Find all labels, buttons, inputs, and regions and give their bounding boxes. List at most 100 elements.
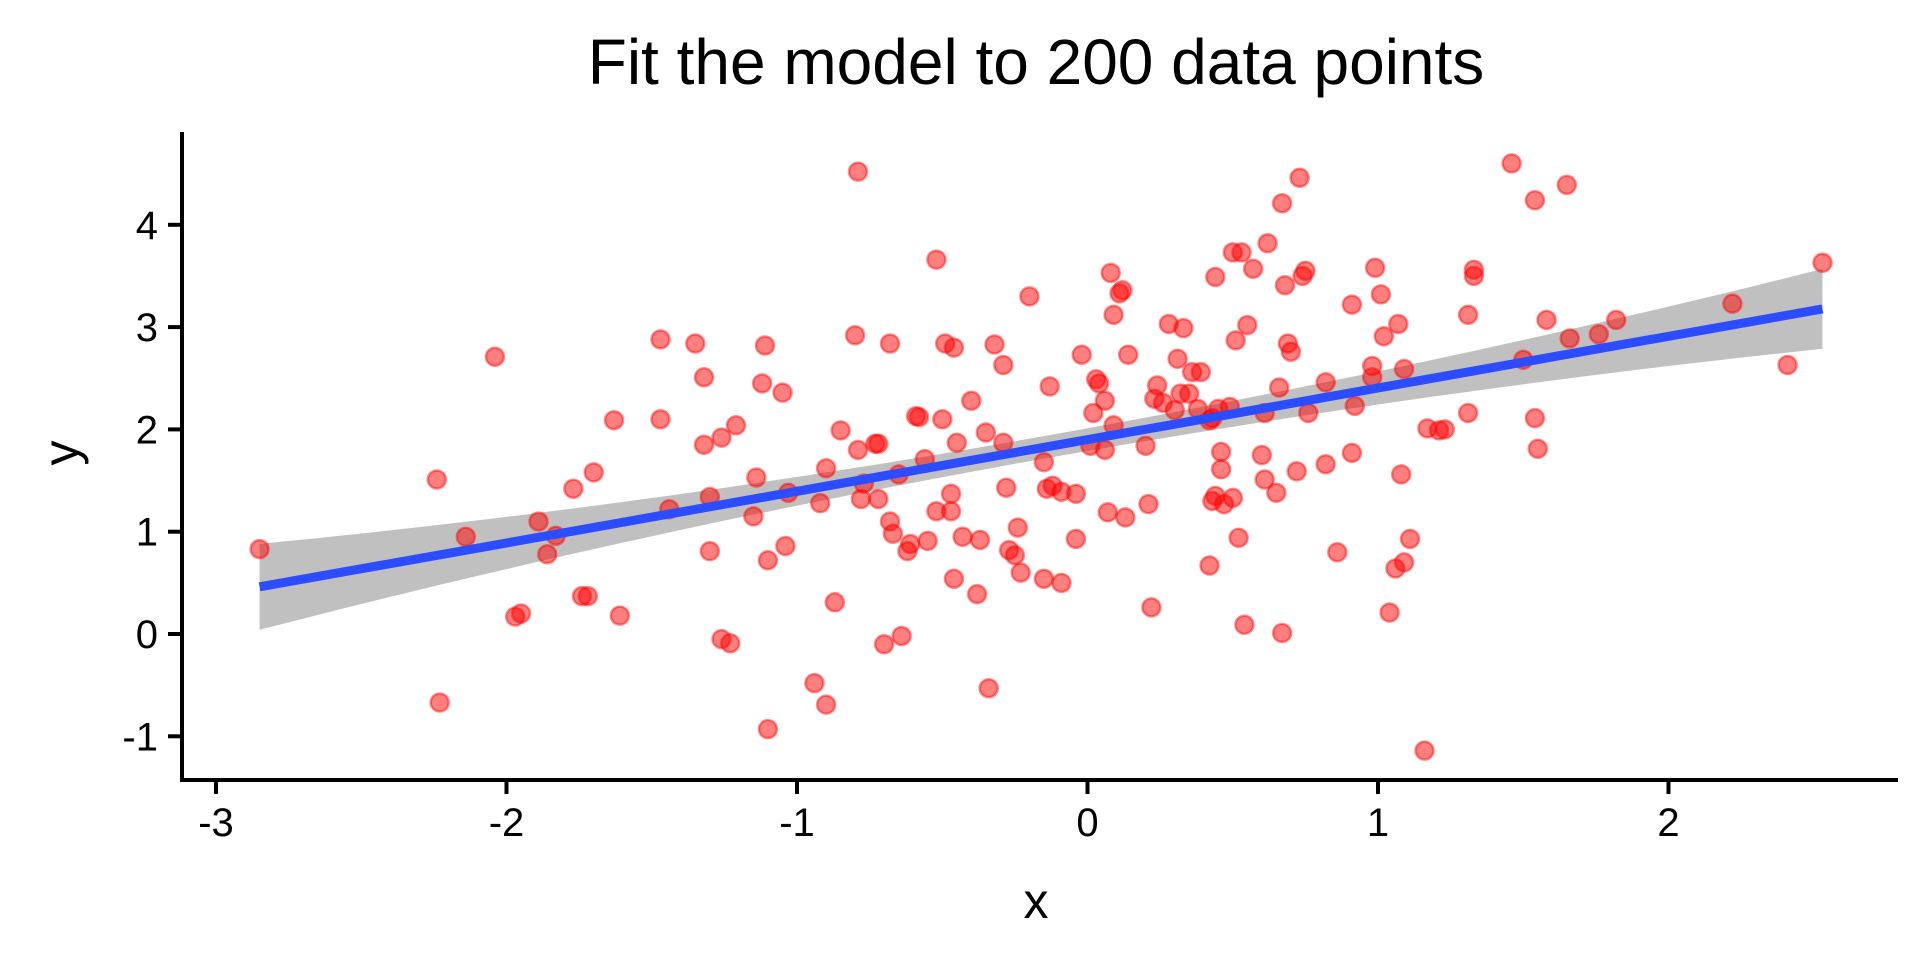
data-point (1097, 502, 1119, 523)
data-point (1271, 193, 1293, 214)
data-point (873, 633, 895, 655)
data-point (961, 390, 982, 412)
data-point (603, 409, 625, 431)
data-point (847, 161, 869, 182)
data-point (1274, 274, 1296, 296)
data-point (1722, 293, 1743, 314)
data-point (1222, 487, 1244, 509)
data-point (693, 434, 715, 455)
data-point (984, 334, 1005, 355)
x-tick-label: -3 (198, 801, 234, 845)
data-point (1135, 435, 1156, 457)
data-point (1251, 444, 1273, 466)
data-point (1280, 341, 1302, 362)
data-point (429, 692, 450, 713)
data-point (1112, 280, 1133, 301)
fit-line-layer (258, 304, 1824, 592)
data-point (1007, 517, 1029, 538)
data-point (1298, 402, 1319, 424)
data-point (1271, 622, 1293, 644)
data-point (1364, 257, 1386, 279)
data-point (1777, 354, 1798, 376)
data-point (757, 718, 779, 740)
data-point (1065, 528, 1087, 550)
data-point (1138, 493, 1159, 515)
data-point (1344, 395, 1366, 417)
data-point (1524, 407, 1546, 429)
data-point (891, 625, 912, 647)
data-point (757, 550, 779, 571)
data-point (1373, 326, 1395, 347)
data-point (455, 526, 477, 548)
data-point (1266, 482, 1287, 504)
data-point (978, 677, 999, 699)
data-point (1501, 153, 1522, 174)
data-point (1457, 304, 1479, 326)
data-point (1524, 189, 1546, 211)
data-point (1414, 740, 1435, 761)
data-point (1289, 167, 1310, 188)
y-tick-label: -1 (122, 715, 158, 759)
data-point (1103, 304, 1124, 326)
data-point (563, 478, 584, 499)
data-point (943, 568, 965, 590)
data-point (940, 500, 962, 522)
x-tick-label: 2 (1657, 801, 1679, 845)
x-axis-title: x (1024, 873, 1049, 929)
fit-line (258, 304, 1824, 592)
data-point (1231, 242, 1252, 263)
data-point (1559, 328, 1580, 349)
data-point (946, 432, 968, 453)
y-tick-label: 3 (136, 306, 158, 350)
data-point (1556, 174, 1578, 196)
data-point (1141, 597, 1162, 618)
data-point (1457, 402, 1479, 424)
axes-layer: -3 -2 -1 0 1 2 -1 0 1 2 3 4 (122, 132, 1898, 845)
data-point (1527, 438, 1549, 460)
y-tick-label: 1 (136, 511, 158, 555)
data-point (772, 382, 793, 403)
data-point (908, 406, 930, 428)
x-tick-label: -2 (489, 801, 525, 845)
data-point (824, 592, 846, 613)
data-point (1536, 309, 1557, 331)
data-point (1033, 568, 1055, 590)
data-point (1019, 286, 1040, 307)
data-point (1341, 294, 1363, 315)
data-point (847, 439, 869, 461)
data-point (775, 535, 796, 557)
data-point (1228, 527, 1249, 549)
data-point (1164, 399, 1185, 421)
y-tick-label: 4 (136, 204, 158, 248)
data-point (1051, 572, 1072, 594)
data-point (969, 529, 991, 551)
data-point (844, 325, 866, 346)
data-point (1117, 344, 1139, 365)
data-point (966, 583, 988, 605)
data-point (719, 632, 741, 654)
data-point (1205, 266, 1226, 288)
data-point (650, 408, 671, 430)
data-point (1234, 614, 1255, 636)
data-point (426, 469, 448, 490)
data-point (1210, 459, 1232, 480)
data-point (1257, 232, 1278, 254)
x-tick-label: -1 (779, 801, 815, 845)
data-point (1167, 348, 1188, 370)
data-point (650, 329, 671, 350)
data-point (685, 333, 706, 354)
data-point (1379, 602, 1400, 623)
data-point (1286, 461, 1307, 482)
data-point (900, 533, 921, 555)
x-tick-label: 1 (1367, 801, 1389, 845)
data-point (1434, 419, 1456, 440)
data-point (1100, 262, 1121, 284)
data-point (693, 366, 715, 388)
data-point (1010, 562, 1031, 583)
data-point (1033, 451, 1055, 473)
data-point (1083, 402, 1104, 424)
data-point (943, 337, 965, 358)
data-point (536, 543, 558, 565)
data-point (1463, 265, 1485, 287)
